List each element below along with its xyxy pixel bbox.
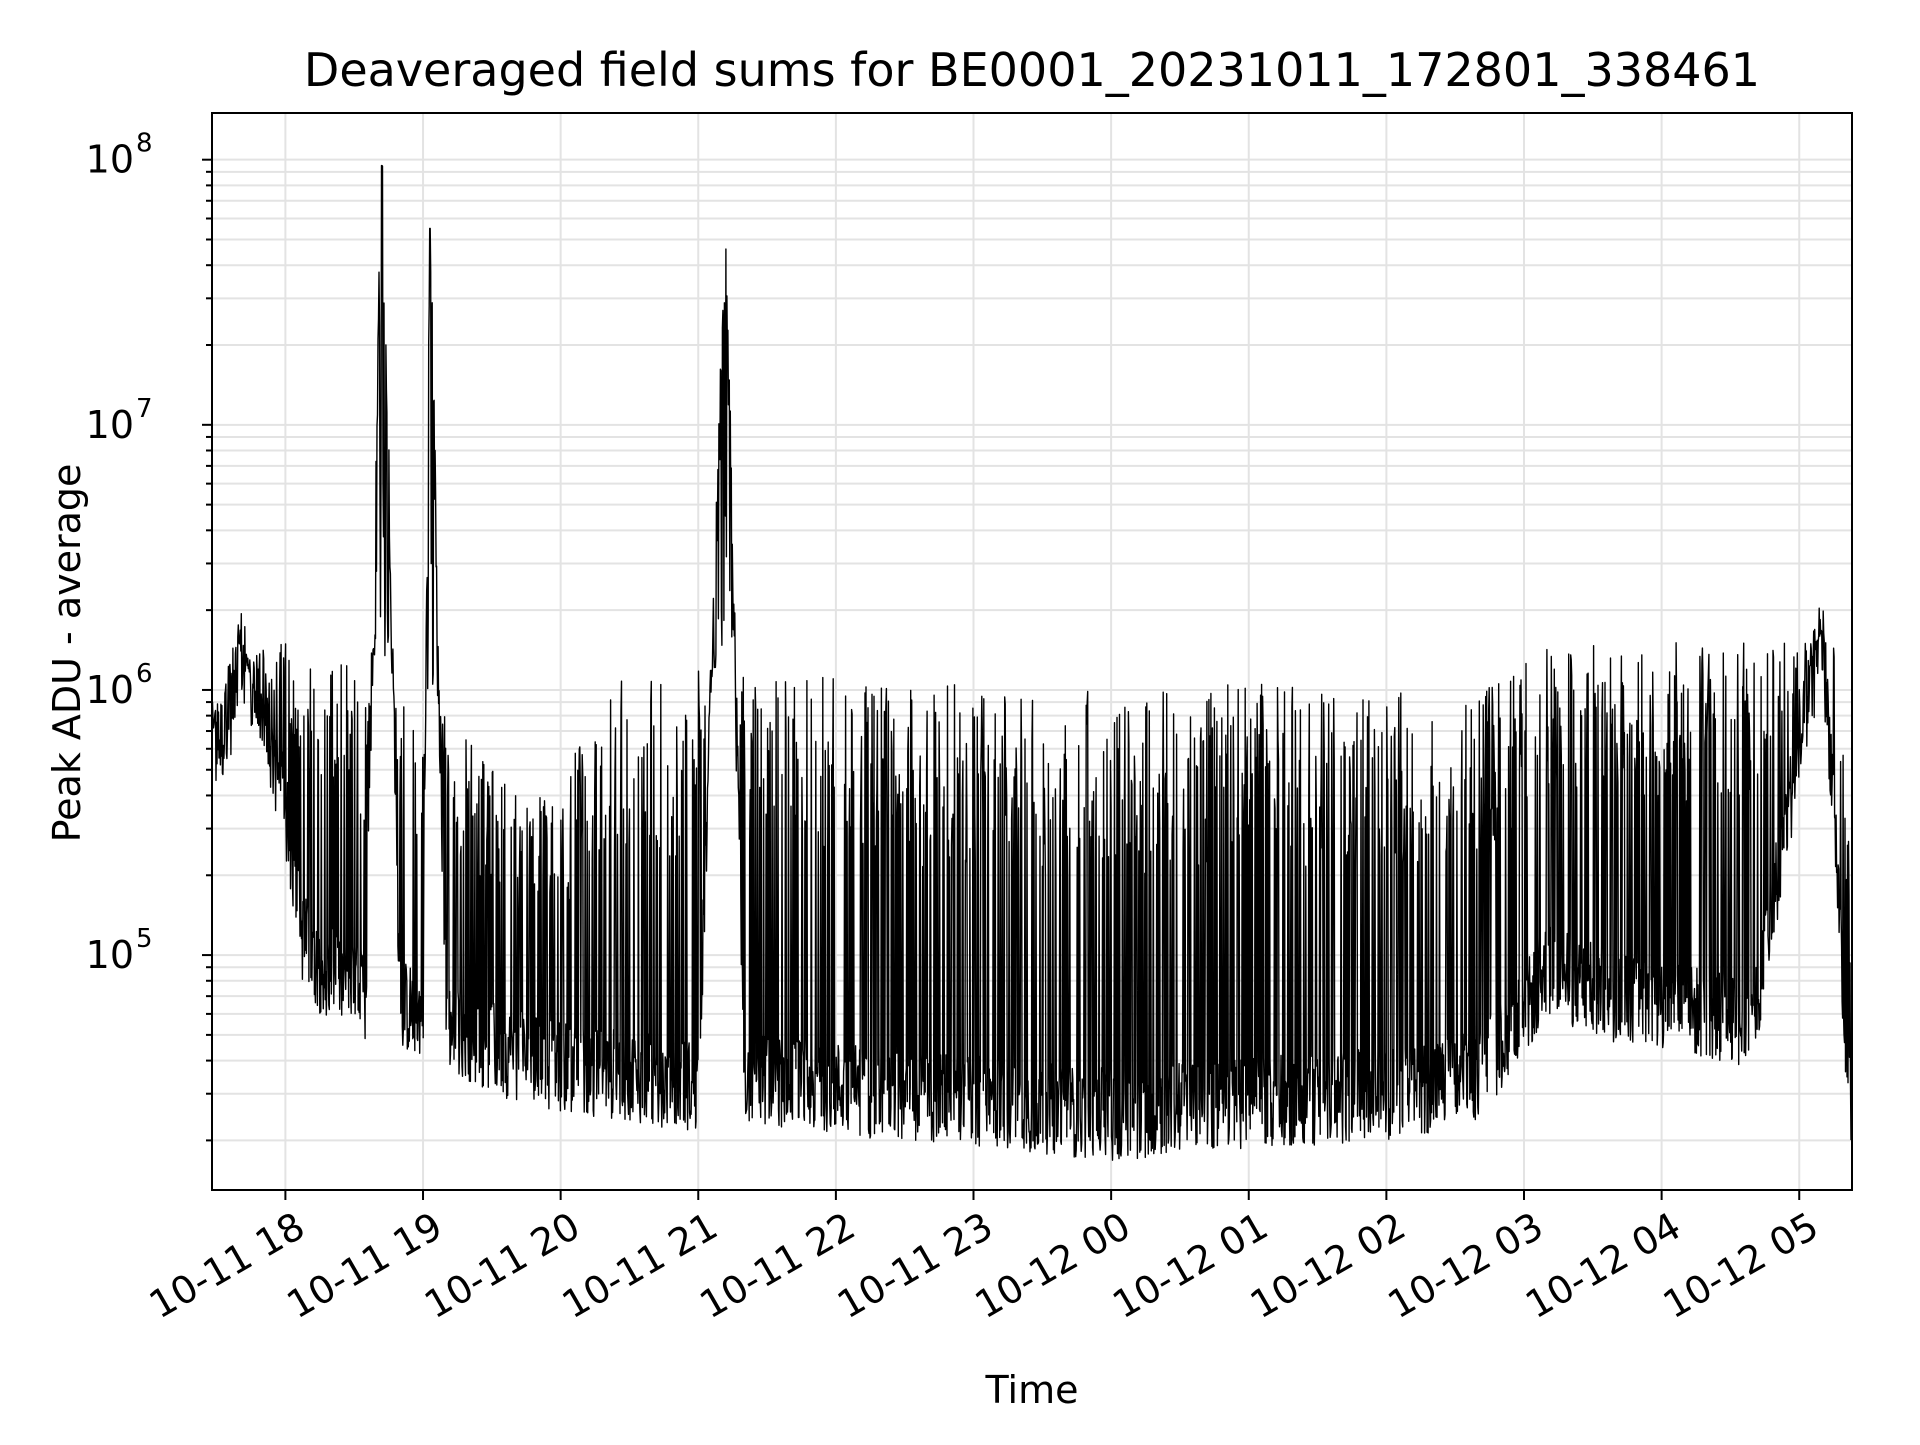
series-line xyxy=(211,164,1853,1161)
y-tick-exponent: 8 xyxy=(136,129,153,159)
y-tick-exponent: 7 xyxy=(136,394,153,424)
y-tick-exponent: 5 xyxy=(136,924,153,954)
y-tick-label: 10 xyxy=(86,933,134,977)
y-tick-label: 10 xyxy=(86,403,134,447)
tick-marks xyxy=(202,158,1801,1200)
y-tick-label: 10 xyxy=(86,138,134,182)
y-axis-label: Peak ADU - average xyxy=(45,464,89,843)
chart-title: Deaveraged field sums for BE0001_2023101… xyxy=(304,43,1760,97)
data-layer xyxy=(211,164,1853,1161)
y-tick-exponent: 6 xyxy=(136,659,153,689)
plot-frame xyxy=(211,112,1853,1191)
x-axis-label: Time xyxy=(985,1368,1079,1412)
y-tick-label: 10 xyxy=(86,668,134,712)
